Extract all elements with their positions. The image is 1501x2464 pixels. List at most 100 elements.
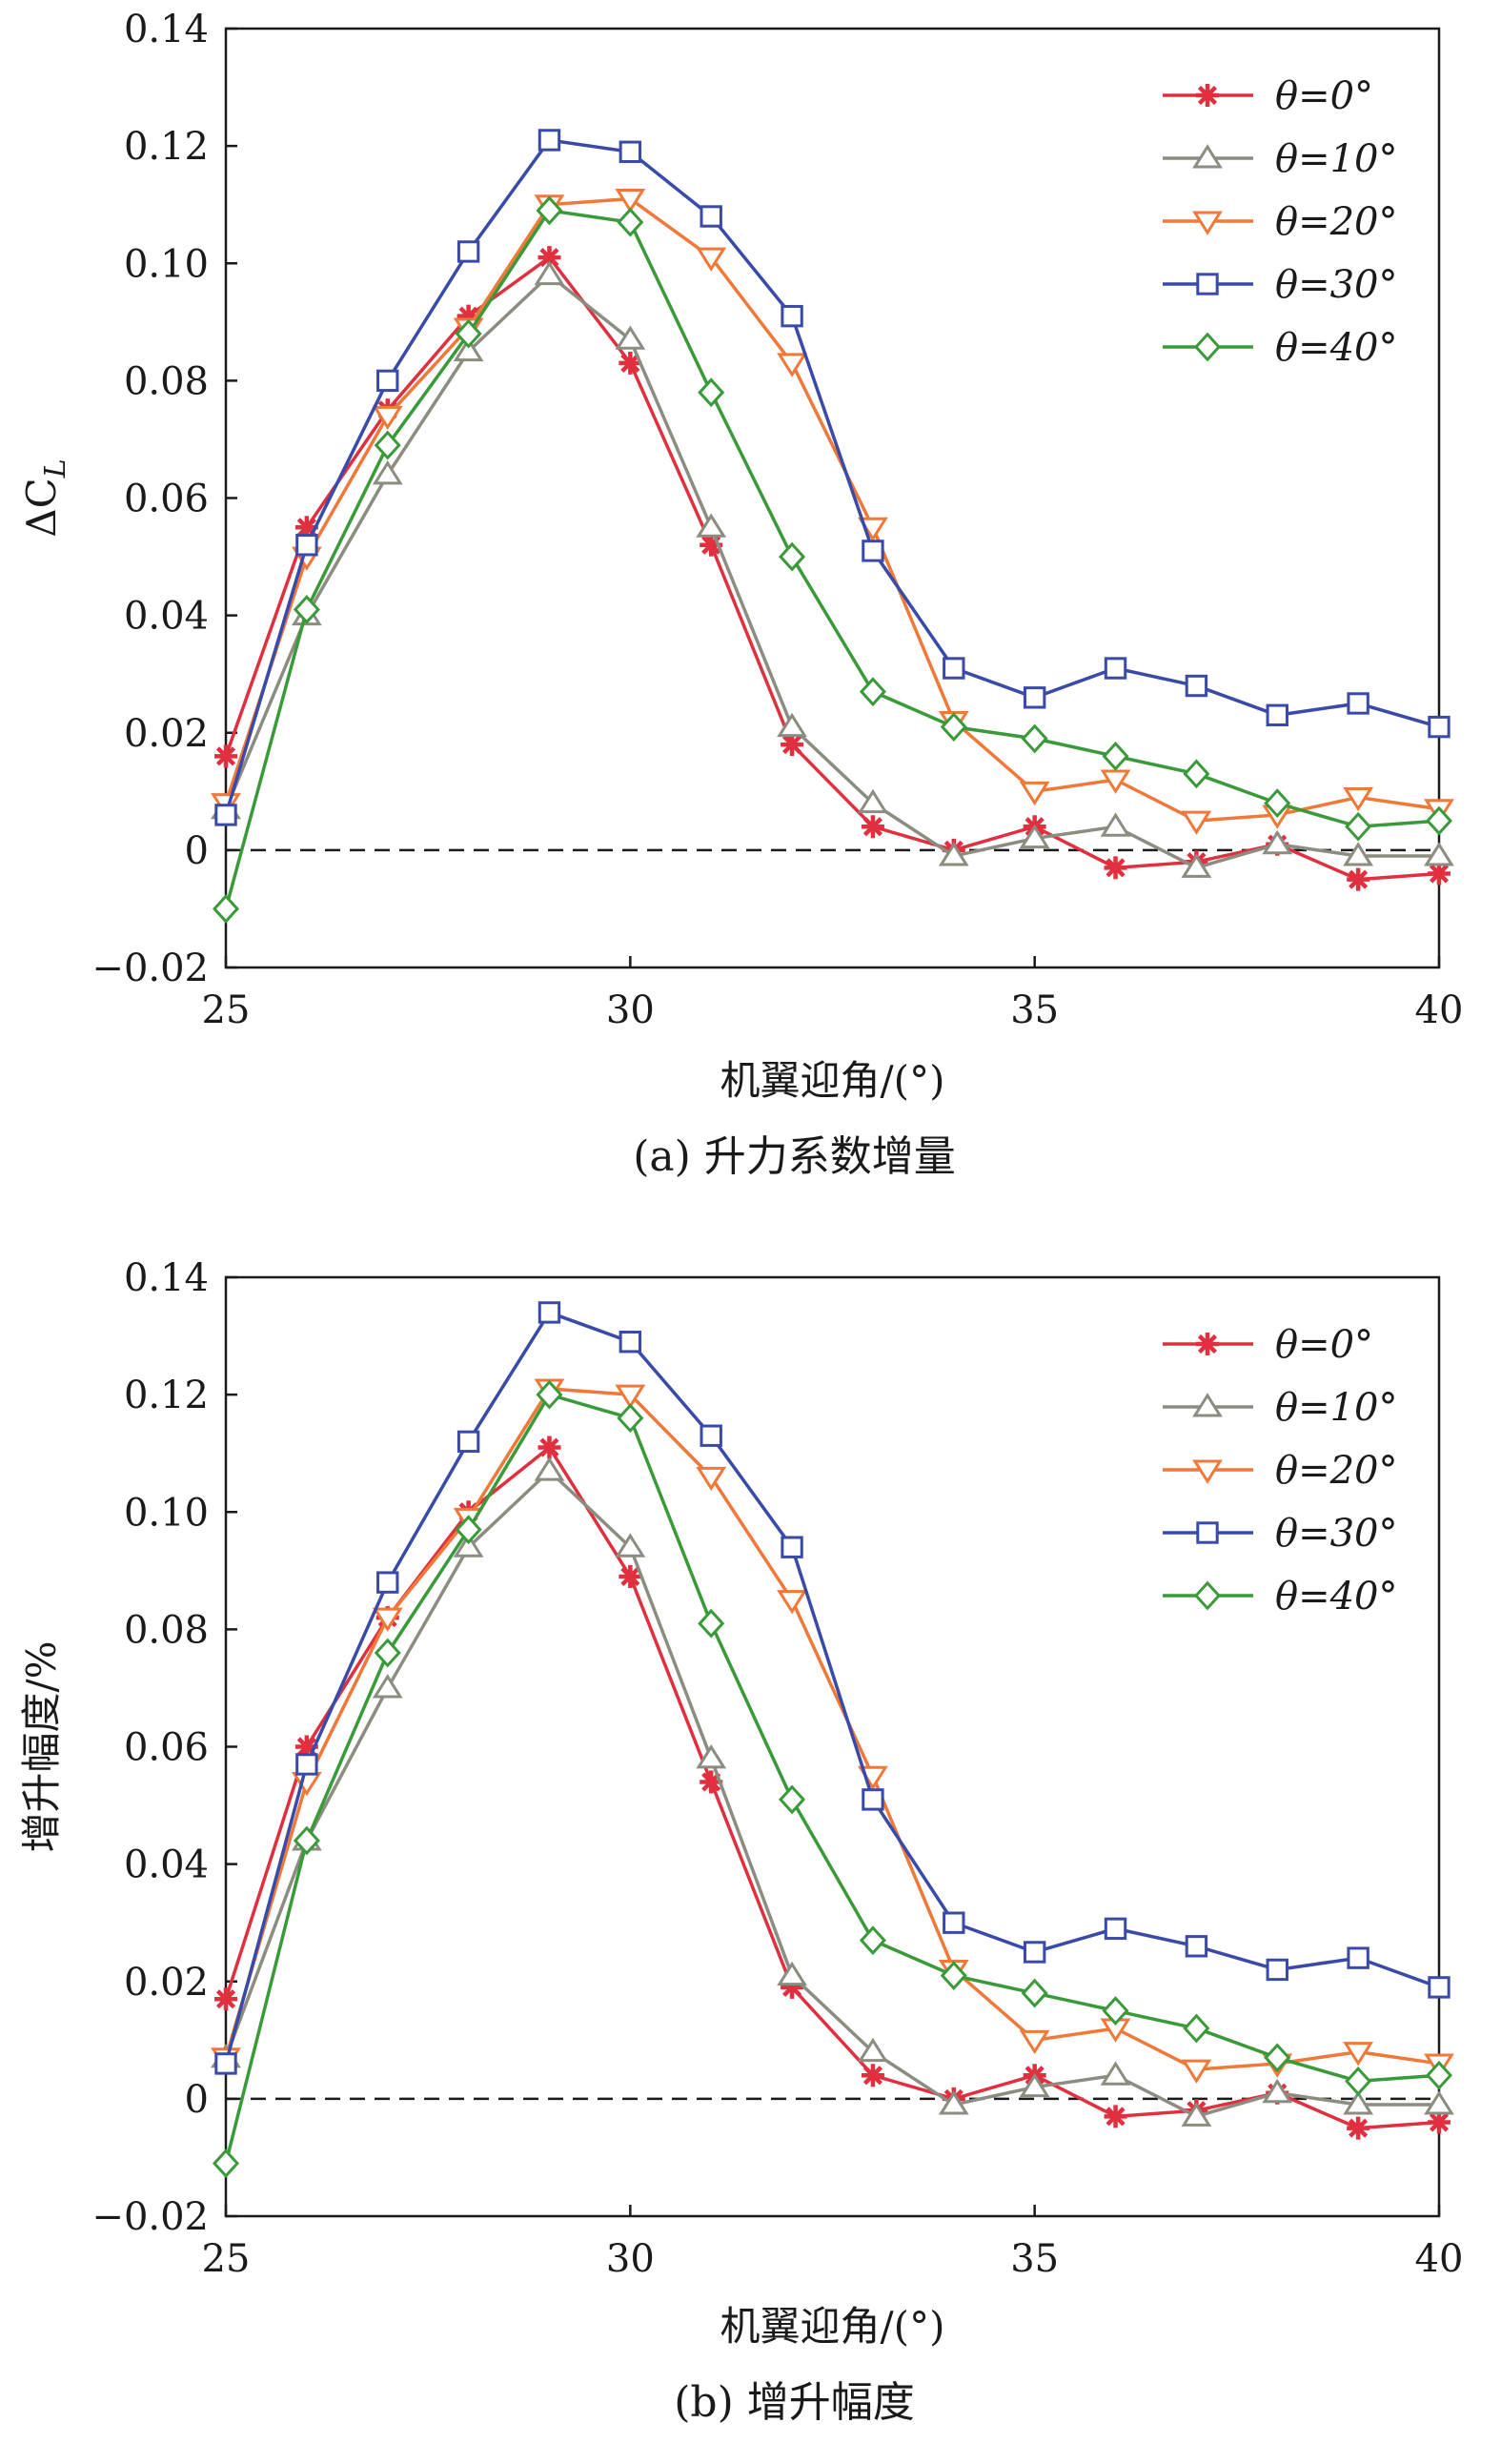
data-point [1104, 856, 1127, 880]
legend-label: θ=30° [1275, 1512, 1398, 1556]
legend-marker [1193, 332, 1222, 362]
data-point [617, 1403, 644, 1434]
series-line [224, 196, 1440, 823]
data-point [1183, 2013, 1210, 2044]
legend-marker [1196, 84, 1219, 107]
data-point [214, 744, 237, 768]
data-point [1347, 1946, 1369, 1969]
data-point [1264, 788, 1291, 819]
data-point [700, 1424, 722, 1447]
data-point [696, 1743, 727, 1769]
x-tick-label: 40 [1415, 988, 1464, 1032]
data-point [615, 189, 646, 214]
data-point [1104, 657, 1127, 680]
data-point [861, 815, 884, 839]
data-point [619, 140, 642, 163]
legend-item: θ=20° [1163, 200, 1398, 244]
y-axis-label-sub: L [39, 458, 72, 479]
y-axis-label: 增升幅度/% [18, 1640, 65, 1852]
series-3 [214, 129, 1450, 826]
data-point [1021, 1978, 1048, 2008]
legend-item: θ=40° [1163, 1575, 1398, 1619]
data-point [700, 205, 722, 228]
legend-label: θ=20° [1275, 200, 1398, 244]
data-point [1104, 2105, 1127, 2128]
y-axis-label: ΔCL [18, 458, 72, 537]
y-tick-label: 0.14 [124, 8, 209, 51]
data-point [940, 1961, 967, 1991]
data-point [858, 788, 888, 814]
data-point [374, 1638, 401, 1668]
data-point [291, 1771, 322, 1797]
data-point [214, 1987, 237, 2011]
data-point [615, 1533, 646, 1558]
legend-marker [1196, 273, 1219, 295]
legend-label: θ=10° [1275, 1386, 1398, 1430]
data-point [1347, 692, 1369, 715]
data-point [1023, 686, 1046, 709]
data-point [938, 2090, 969, 2115]
data-point [1428, 715, 1450, 739]
data-point [940, 712, 967, 743]
legend-label: θ=40° [1275, 326, 1398, 370]
series-line [224, 1444, 1440, 2130]
y-tick-label: 0.12 [124, 125, 209, 169]
x-axis-label: 机翼迎角/(°) [720, 1057, 945, 1104]
legend-label: θ=10° [1275, 137, 1398, 181]
data-point [1347, 867, 1370, 891]
data-point [779, 1784, 806, 1815]
data-point [538, 129, 561, 152]
data-point [1343, 2090, 1374, 2115]
legend-item: θ=0° [1163, 74, 1373, 118]
data-point [1023, 1941, 1046, 1964]
series-4 [212, 195, 1453, 924]
legend-marker [1192, 1459, 1223, 1484]
data-point [859, 1925, 886, 1956]
x-tick-label: 30 [606, 2237, 655, 2281]
data-point [536, 1379, 563, 1410]
data-point [1104, 1917, 1127, 1941]
series-line [224, 1393, 1440, 2165]
legend-item: θ=30° [1163, 263, 1398, 307]
series-0 [214, 246, 1450, 891]
legend: θ=0° θ=10° θ=20° θ=30° θ=40° [1163, 74, 1398, 370]
legend-marker [1192, 211, 1223, 235]
data-point [619, 1331, 642, 1354]
data-point [1343, 2042, 1374, 2067]
data-point [1262, 2078, 1293, 2104]
y-tick-label: 0.04 [124, 1843, 209, 1887]
data-point [1262, 829, 1293, 855]
y-tick-label: 0.06 [124, 478, 209, 521]
legend-label: θ=0° [1275, 1323, 1373, 1367]
data-point [1424, 842, 1454, 866]
data-point [859, 677, 886, 707]
series-line [224, 255, 1440, 882]
data-point [1347, 2116, 1370, 2140]
y-tick-label: 0.08 [124, 359, 209, 403]
y-tick-label: 0.02 [124, 1961, 209, 2005]
data-point [372, 405, 403, 431]
data-point [1185, 674, 1208, 698]
data-point [781, 304, 803, 328]
data-point [374, 430, 401, 460]
data-point [456, 240, 480, 263]
data-point [293, 595, 320, 624]
data-point [862, 1788, 884, 1811]
legend-marker [1196, 1521, 1219, 1544]
legend-label: θ=0° [1275, 74, 1373, 118]
data-point [212, 894, 240, 924]
data-point [1021, 723, 1048, 754]
data-point [1264, 2043, 1291, 2073]
data-point [295, 534, 318, 557]
data-point [372, 1674, 403, 1699]
data-point [777, 353, 807, 377]
x-tick-label: 40 [1415, 2237, 1464, 2281]
data-point [1266, 1958, 1288, 1982]
plot-frame [224, 27, 1441, 969]
data-point [1181, 2059, 1212, 2084]
x-tick-label: 35 [1010, 2237, 1059, 2281]
y-tick-label: 0.08 [124, 1608, 209, 1652]
data-point [696, 1466, 727, 1492]
series-2 [211, 1378, 1454, 2084]
series-0 [214, 1436, 1450, 2140]
